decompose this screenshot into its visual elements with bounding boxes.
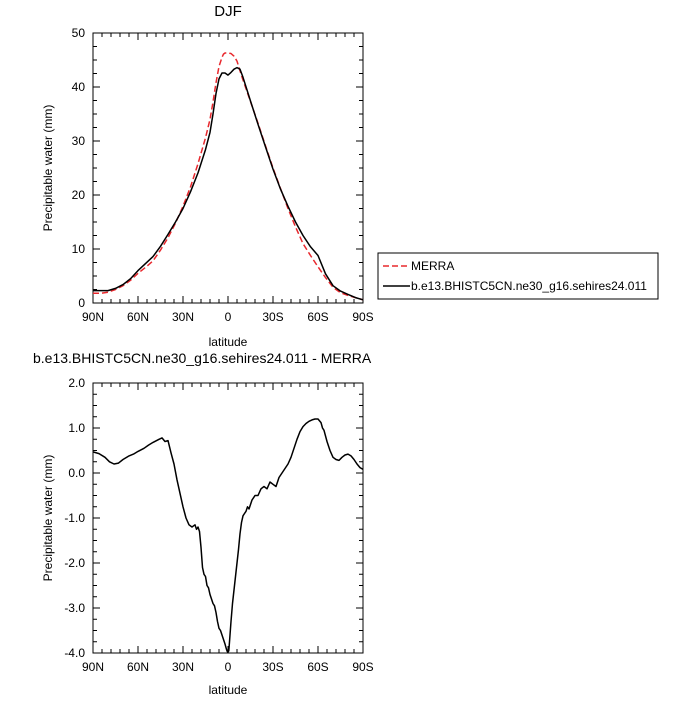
y-tick-label: -3.0: [64, 601, 85, 615]
legend-label: MERRA: [411, 259, 454, 273]
x-tick-label: 60S: [307, 660, 328, 674]
x-tick-label: 30S: [262, 660, 283, 674]
plot-frame: [92, 382, 364, 654]
y-tick-label: 20: [72, 188, 86, 202]
y-tick-label: 0.0: [68, 466, 85, 480]
y-tick-label: -2.0: [64, 556, 85, 570]
x-tick-label: 90N: [82, 660, 104, 674]
chart-panel-2: b.e13.BHISTC5CN.ne30_g16.sehires24.011 -…: [33, 350, 374, 697]
series-line-2: [93, 66, 364, 301]
x-axis-label: latitude: [209, 683, 248, 697]
y-axis-label: Precipitable water (mm): [41, 455, 55, 582]
y-tick-label: 30: [72, 134, 86, 148]
legend: MERRA b.e13.BHISTC5CN.ne30_g16.sehires24.…: [377, 252, 659, 300]
series-line-1: [92, 418, 364, 653]
chart-title: b.e13.BHISTC5CN.ne30_g16.sehires24.011 -…: [33, 350, 372, 366]
legend-label: b.e13.BHISTC5CN.ne30_g16.sehires24.011: [411, 279, 647, 293]
x-tick-label: 90N: [82, 310, 104, 324]
y-tick-label: 2.0: [68, 376, 85, 390]
x-tick-label: 60N: [127, 310, 149, 324]
chart-title: DJF: [214, 3, 242, 20]
x-tick-label: 90S: [352, 310, 373, 324]
chart-panel-1: DJF 90N 60N 30N 0 30S 60S 90S latitude 0 10 20 30 40 5…: [41, 3, 659, 349]
plot-frame: [92, 32, 364, 304]
y-tick-label: 50: [72, 26, 86, 40]
x-tick-label: 0: [225, 310, 232, 324]
x-tick-label: 30S: [262, 310, 283, 324]
x-tick-label: 60N: [127, 660, 149, 674]
x-tick-label: 90S: [352, 660, 373, 674]
x-tick-label: 60S: [307, 310, 328, 324]
y-tick-label: 40: [72, 80, 86, 94]
y-tick-label: -4.0: [64, 646, 85, 660]
x-tick-label: 0: [225, 660, 232, 674]
y-tick-label: 10: [72, 242, 86, 256]
y-axis-label: Precipitable water (mm): [41, 105, 55, 232]
series-line-1: [93, 52, 364, 301]
x-axis-label: latitude: [209, 335, 248, 349]
y-tick-label: 0: [78, 296, 85, 310]
x-tick-label: 30N: [172, 310, 194, 324]
legend-box: [377, 252, 659, 300]
y-tick-label: -1.0: [64, 511, 85, 525]
y-tick-label: 1.0: [68, 421, 85, 435]
x-tick-label: 30N: [172, 660, 194, 674]
